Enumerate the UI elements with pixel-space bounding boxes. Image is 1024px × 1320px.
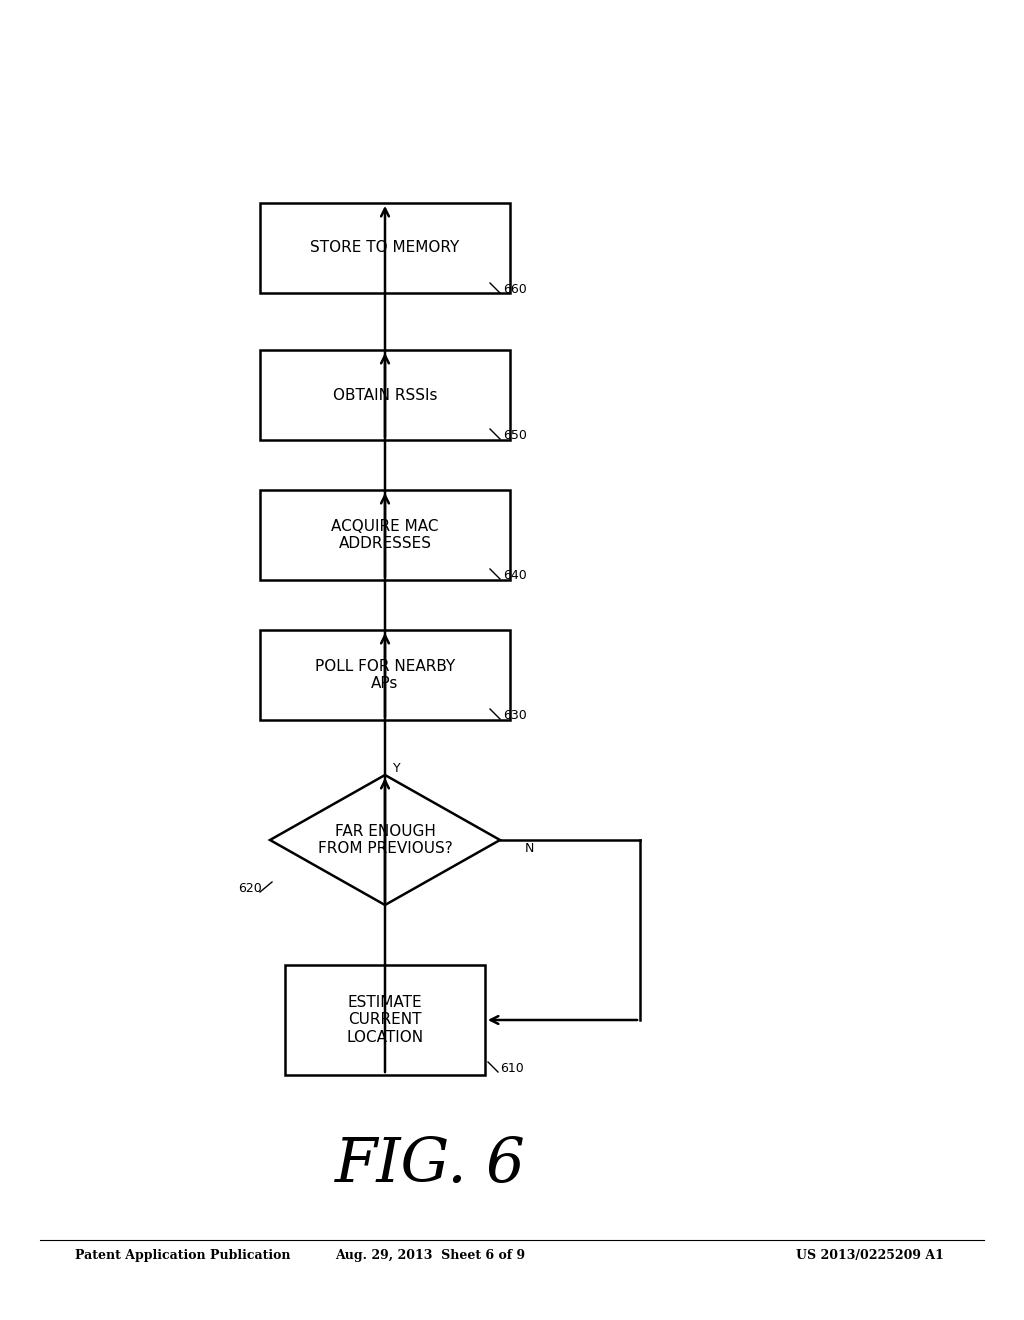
Text: 610: 610	[500, 1063, 523, 1074]
Bar	[260, 350, 510, 440]
Text: 640: 640	[503, 569, 526, 582]
Text: 660: 660	[503, 282, 526, 296]
Text: STORE TO MEMORY: STORE TO MEMORY	[310, 240, 460, 256]
Text: N: N	[525, 842, 535, 854]
Text: Aug. 29, 2013  Sheet 6 of 9: Aug. 29, 2013 Sheet 6 of 9	[335, 1249, 525, 1262]
Bar	[285, 965, 485, 1074]
Bar	[260, 630, 510, 719]
Text: OBTAIN RSSIs: OBTAIN RSSIs	[333, 388, 437, 403]
Bar	[260, 490, 510, 579]
Text: FIG. 6: FIG. 6	[335, 1135, 525, 1195]
Polygon shape	[270, 775, 500, 906]
Text: FAR ENOUGH
FROM PREVIOUS?: FAR ENOUGH FROM PREVIOUS?	[317, 824, 453, 857]
Text: Y: Y	[393, 762, 400, 775]
Text: POLL FOR NEARBY
APs: POLL FOR NEARBY APs	[314, 659, 455, 692]
Text: US 2013/0225209 A1: US 2013/0225209 A1	[796, 1249, 944, 1262]
Text: 630: 630	[503, 709, 526, 722]
Bar	[260, 203, 510, 293]
Text: ACQUIRE MAC
ADDRESSES: ACQUIRE MAC ADDRESSES	[331, 519, 438, 552]
Text: 650: 650	[503, 429, 527, 442]
Text: 620: 620	[238, 882, 262, 895]
Text: ESTIMATE
CURRENT
LOCATION: ESTIMATE CURRENT LOCATION	[346, 995, 424, 1045]
Text: Patent Application Publication: Patent Application Publication	[75, 1249, 291, 1262]
